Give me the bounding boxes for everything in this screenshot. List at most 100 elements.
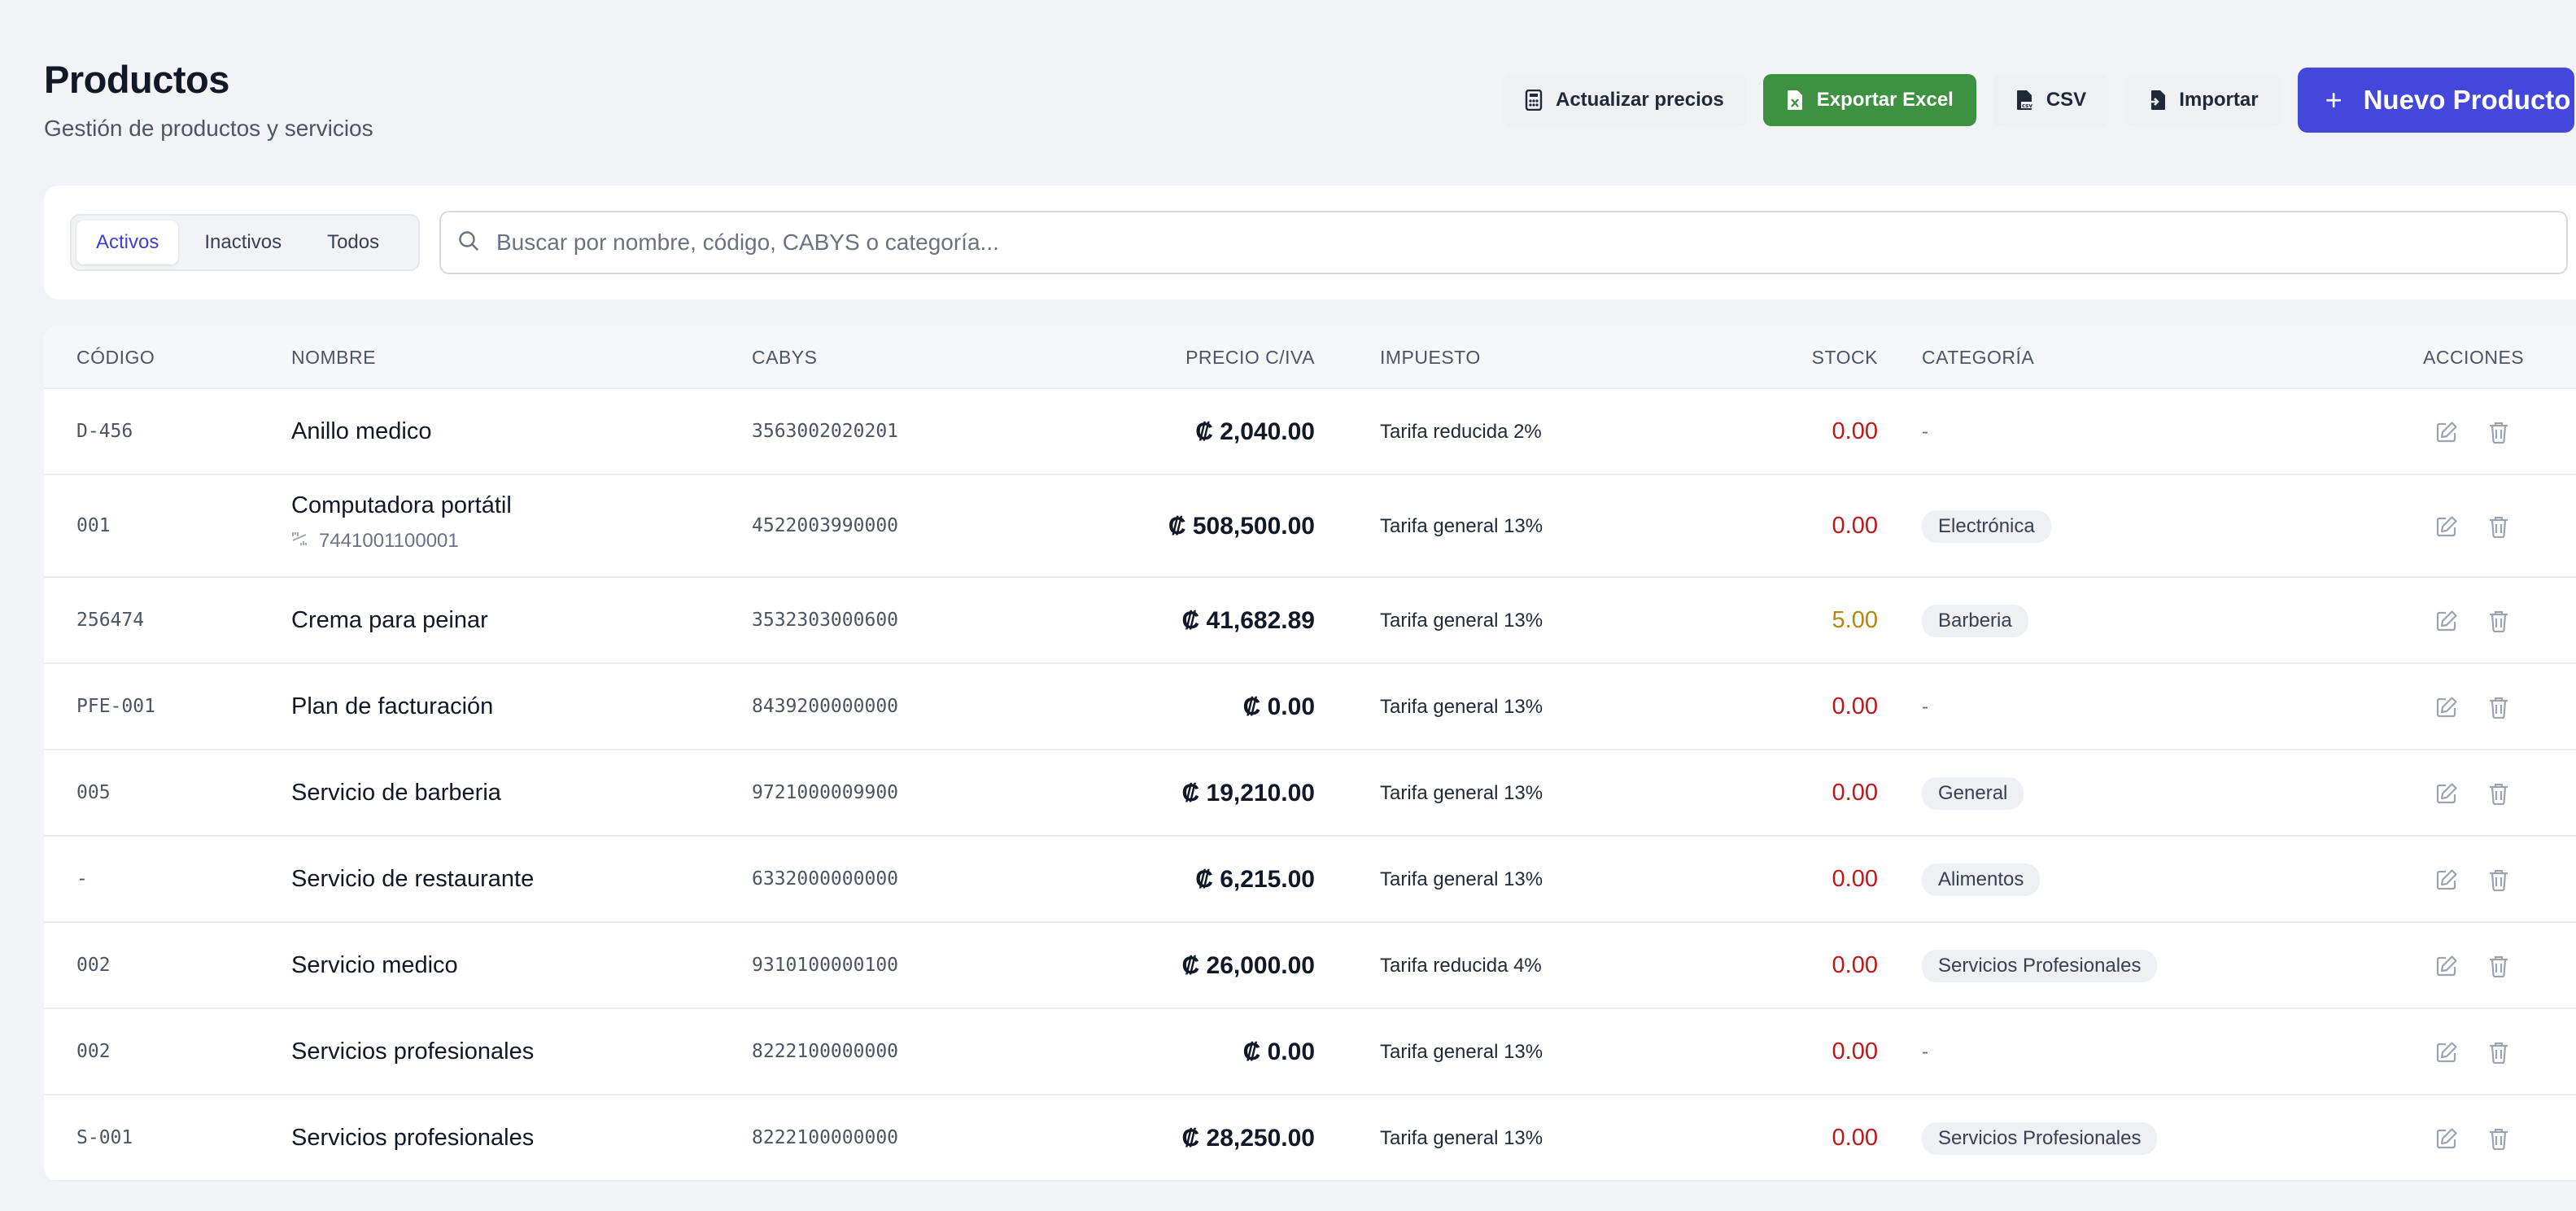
trash-icon[interactable]: [2485, 1038, 2513, 1066]
product-category: Electrónica: [1922, 510, 2051, 543]
table-row[interactable]: 256474 Crema para peinar 3532303000600 ₡ 41…: [44, 578, 2576, 664]
product-tax: Tarifa reducida 4%: [1380, 955, 1542, 977]
product-cabys: 8222100000000: [752, 1127, 899, 1148]
col-category[interactable]: CATEGORÍA: [1922, 347, 2035, 368]
tab-inactivos[interactable]: Inactivos: [204, 231, 282, 253]
product-stock: 0.00: [1832, 513, 1878, 539]
update-prices-label: Actualizar precios: [1556, 89, 1724, 111]
col-tax[interactable]: IMPUESTO: [1380, 347, 1481, 368]
update-prices-button[interactable]: Actualizar precios: [1502, 74, 1747, 126]
barcode-line: 7441001100001: [291, 530, 459, 553]
search-input[interactable]: [496, 218, 2566, 267]
edit-icon[interactable]: [2433, 418, 2460, 446]
edit-icon[interactable]: [2433, 1125, 2460, 1152]
barcode-icon: [291, 530, 308, 553]
excel-file-icon: [1786, 90, 1804, 111]
product-category: General: [1922, 777, 2024, 810]
product-tax: Tarifa general 13%: [1380, 610, 1543, 632]
csv-button[interactable]: csv CSV: [1992, 74, 2110, 126]
product-name[interactable]: Servicios profesionales: [291, 1038, 535, 1065]
new-product-button[interactable]: + Nuevo Producto: [2297, 68, 2574, 133]
search-box: [439, 211, 2568, 274]
category-empty: -: [1922, 696, 1928, 718]
product-tax: Tarifa general 13%: [1380, 696, 1543, 718]
product-stock: 0.00: [1832, 1125, 1878, 1151]
trash-icon[interactable]: [2485, 866, 2513, 894]
edit-icon[interactable]: [2433, 693, 2460, 721]
product-code: 002: [76, 1041, 111, 1062]
tab-activos[interactable]: Activos: [76, 221, 179, 264]
product-tax: Tarifa general 13%: [1380, 1041, 1543, 1063]
calculator-icon: [1525, 90, 1543, 111]
product-name[interactable]: Computadora portátil: [291, 492, 512, 518]
table-row[interactable]: 002 Servicio medico 9310100000100 ₡ 26,000.…: [44, 923, 2576, 1009]
col-stock[interactable]: STOCK: [1811, 347, 1878, 368]
trash-icon[interactable]: [2485, 607, 2513, 635]
product-stock: 0.00: [1832, 693, 1878, 719]
trash-icon[interactable]: [2485, 513, 2513, 540]
table-row[interactable]: 002 Servicios profesionales 8222100000000 ₡…: [44, 1009, 2576, 1095]
edit-icon[interactable]: [2433, 780, 2460, 807]
product-category: Servicios Profesionales: [1922, 1122, 2158, 1155]
product-price: ₡ 0.00: [1242, 1038, 1315, 1065]
row-actions: [2433, 513, 2537, 540]
import-button[interactable]: Importar: [2125, 74, 2281, 126]
trash-icon[interactable]: [2485, 780, 2513, 807]
table-row[interactable]: - Servicio de restaurante 6332000000000 ₡ 6…: [44, 837, 2576, 923]
product-price: ₡ 28,250.00: [1181, 1125, 1315, 1152]
product-name[interactable]: Servicio de restaurante: [291, 866, 535, 892]
product-name[interactable]: Servicio de barberia: [291, 780, 501, 806]
export-excel-button[interactable]: Exportar Excel: [1762, 74, 1976, 126]
col-code[interactable]: CÓDIGO: [76, 347, 155, 368]
product-category: Servicios Profesionales: [1922, 950, 2158, 982]
trash-icon[interactable]: [2485, 952, 2513, 980]
product-price: ₡ 26,000.00: [1181, 952, 1315, 979]
product-price: ₡ 2,040.00: [1195, 418, 1315, 445]
product-name[interactable]: Plan de facturación: [291, 693, 494, 719]
table-row[interactable]: D-456 Anillo medico 3563002020201 ₡ 2,040.0…: [44, 389, 2576, 475]
product-name[interactable]: Servicio medico: [291, 952, 458, 978]
table-row[interactable]: S-001 Servicios profesionales 822210000000…: [44, 1095, 2576, 1182]
table-row[interactable]: 005 Servicio de barberia 9721000009900 ₡ 19…: [44, 750, 2576, 837]
trash-icon[interactable]: [2485, 418, 2513, 446]
product-stock: 0.00: [1832, 418, 1878, 444]
edit-icon[interactable]: [2433, 513, 2460, 540]
import-file-icon: [2148, 90, 2166, 111]
col-cabys[interactable]: CABYS: [752, 347, 818, 368]
category-badge: Electrónica: [1922, 510, 2051, 543]
product-price: ₡ 19,210.00: [1181, 780, 1315, 807]
tab-todos[interactable]: Todos: [327, 231, 380, 253]
product-stock: 5.00: [1832, 607, 1878, 633]
trash-icon[interactable]: [2485, 1125, 2513, 1152]
product-cabys: 4522003990000: [752, 515, 899, 536]
row-actions: [2433, 1038, 2537, 1066]
search-icon: [457, 230, 480, 256]
product-code: 002: [76, 955, 111, 976]
product-tax: Tarifa general 13%: [1380, 868, 1543, 890]
products-table: CÓDIGO NOMBRE CABYS PRECIO C/IVA IMPUEST…: [44, 326, 2576, 1182]
edit-icon[interactable]: [2433, 607, 2460, 635]
product-name[interactable]: Crema para peinar: [291, 607, 488, 633]
trash-icon[interactable]: [2485, 693, 2513, 721]
row-actions: [2433, 1125, 2537, 1152]
category-badge: Barberia: [1922, 605, 2028, 637]
product-name[interactable]: Anillo medico: [291, 418, 432, 444]
product-stock: 0.00: [1832, 866, 1878, 892]
product-code: 256474: [76, 610, 145, 631]
product-tax: Tarifa general 13%: [1380, 515, 1543, 537]
col-actions: ACCIONES: [2423, 347, 2525, 368]
table-row[interactable]: PFE-001 Plan de facturación 8439200000000 ₡…: [44, 664, 2576, 750]
edit-icon[interactable]: [2433, 866, 2460, 894]
product-tax: Tarifa general 13%: [1380, 1127, 1543, 1149]
table-row[interactable]: 001 Computadora portátil 7441001100001 4522…: [44, 475, 2576, 578]
category-badge: Alimentos: [1922, 863, 2041, 896]
category-empty: -: [1922, 1041, 1928, 1063]
col-name[interactable]: NOMBRE: [291, 347, 376, 368]
product-name[interactable]: Servicios profesionales: [291, 1125, 535, 1151]
row-actions: [2433, 418, 2537, 446]
col-price[interactable]: PRECIO C/IVA: [1185, 347, 1315, 368]
edit-icon[interactable]: [2433, 952, 2460, 980]
edit-icon[interactable]: [2433, 1038, 2460, 1066]
product-cabys: 9310100000100: [752, 955, 899, 976]
